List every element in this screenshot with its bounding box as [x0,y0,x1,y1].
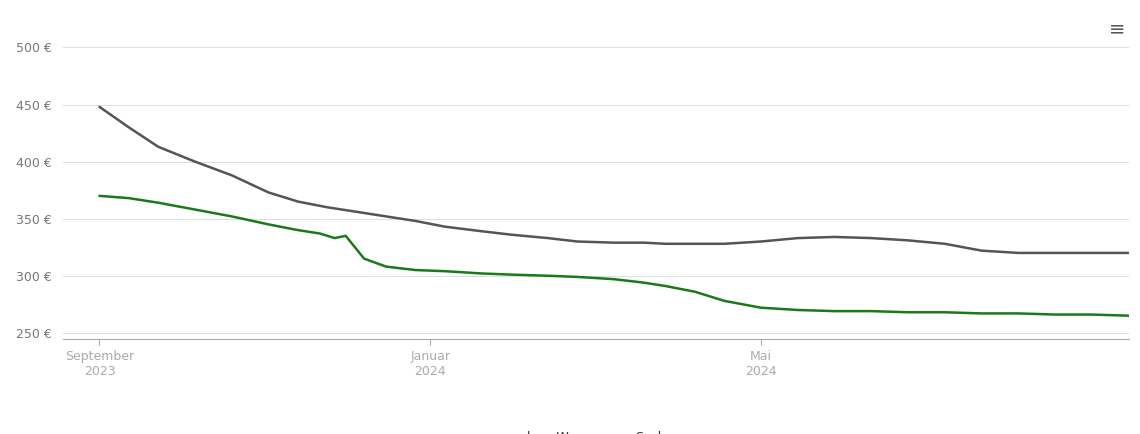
Legend: lose Ware, Sackware: lose Ware, Sackware [491,426,700,434]
Text: ≡: ≡ [1109,20,1125,39]
